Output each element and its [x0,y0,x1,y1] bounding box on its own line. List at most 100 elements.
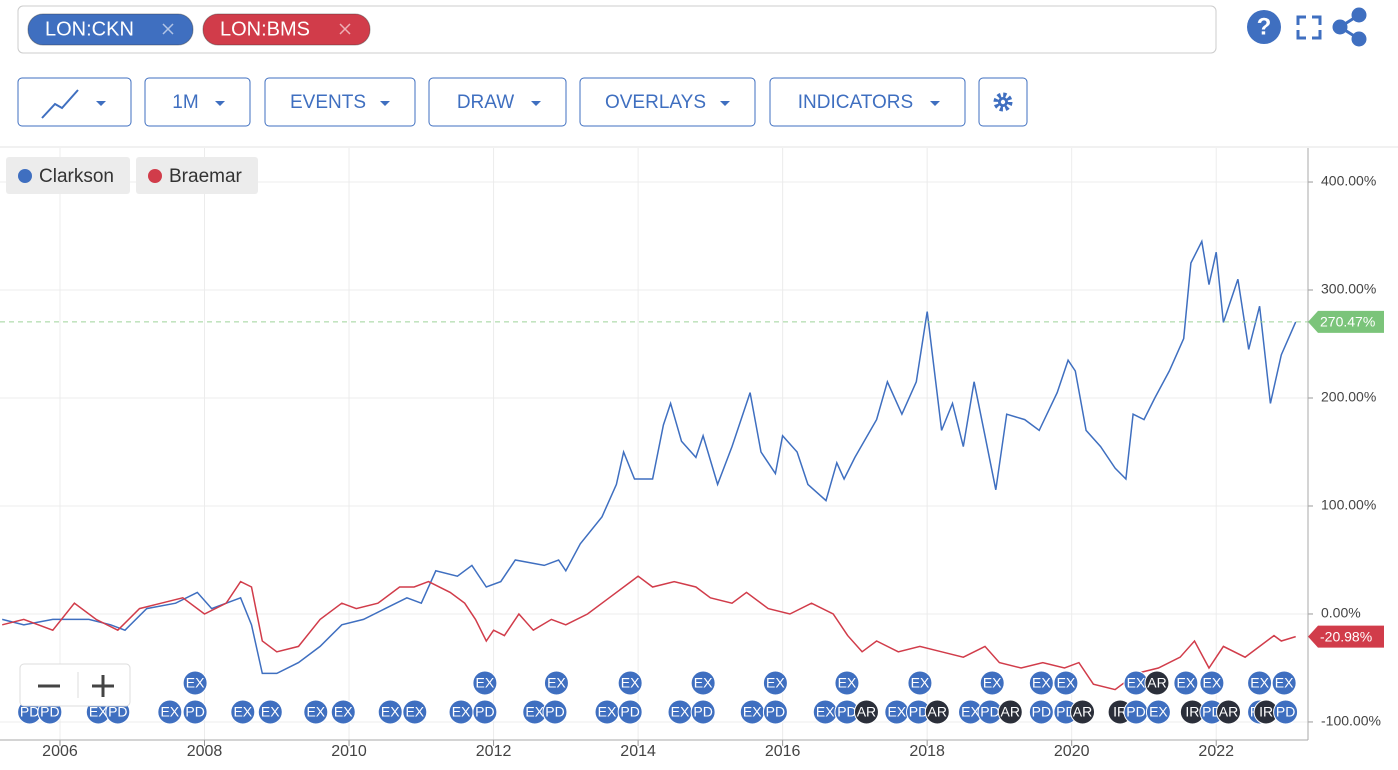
event-marker [1216,699,1242,725]
event-badge[interactable]: EX [812,699,838,725]
event-badge[interactable]: EX [1173,670,1199,696]
event-badge[interactable]: IR [1179,699,1205,725]
event-badge[interactable]: PD [182,699,208,725]
help-icon[interactable]: ? [1247,10,1281,44]
event-badge[interactable]: EX [1123,670,1149,696]
event-badge[interactable]: EX [834,670,860,696]
event-badge[interactable]: EX [907,670,933,696]
event-badge[interactable]: PD [1028,699,1054,725]
zoom-in[interactable] [92,675,114,697]
event-badge[interactable]: EX [1271,670,1297,696]
event-badge[interactable]: EX [257,699,283,725]
event-badge[interactable]: EX [543,670,569,696]
chip-close[interactable] [339,23,351,35]
event-marker [1273,699,1299,725]
event-badge[interactable]: AR [997,699,1023,725]
event-badge[interactable]: PD [472,699,498,725]
caret [720,101,730,106]
event-label: EX [186,675,205,691]
event-badge[interactable]: EX [884,699,910,725]
event-label: EX [1057,675,1076,691]
event-badge[interactable]: EX [330,699,356,725]
caret [531,101,541,106]
search-box[interactable] [17,5,1217,54]
event-badge[interactable]: PD [542,699,568,725]
toolbar-button[interactable]: EVENTS [264,77,416,127]
event-badge[interactable]: EX [958,699,984,725]
ticker-chip[interactable]: LON:CKN [27,13,194,46]
event-badge[interactable]: PD [977,699,1003,725]
event-badge[interactable]: EX [1053,670,1079,696]
event-badge[interactable]: EX [448,699,474,725]
settings-button[interactable] [978,77,1028,127]
event-badge[interactable]: PD [1123,699,1149,725]
event-marker [853,699,879,725]
event-badge[interactable]: EX [617,670,643,696]
event-badge[interactable]: AR [1144,670,1170,696]
event-badge[interactable]: EX [303,699,329,725]
toolbar-button[interactable]: INDICATORS [769,77,966,127]
event-badge[interactable]: EX [594,699,620,725]
event-label: PD [20,704,39,720]
legend-item[interactable]: Braemar [136,157,258,194]
y-tick-label: 100.00% [1321,497,1376,513]
y-tick-label: 400.00% [1321,173,1376,189]
event-badge[interactable]: AR [924,699,950,725]
event-label: AR [1219,704,1238,720]
event-label: AR [1073,704,1092,720]
event-badge[interactable]: EX [739,699,765,725]
event-label: PD [475,704,494,720]
event-badge[interactable]: EX [402,699,428,725]
event-label: EX [766,675,785,691]
event-badge[interactable]: AR [853,699,879,725]
event-badge[interactable]: EX [182,670,208,696]
event-badge[interactable]: EX [667,699,693,725]
event-label: EX [743,704,762,720]
event-badge[interactable]: EX [522,699,548,725]
event-marker [303,699,329,725]
event-marker [1070,699,1096,725]
toolbar-button[interactable]: DRAW [428,77,567,127]
event-marker [1199,670,1225,696]
event-badge[interactable]: EX [1028,670,1054,696]
event-badge[interactable]: EX [690,670,716,696]
event-badge[interactable]: PD [1273,699,1299,725]
button-bg [144,77,251,127]
event-badge[interactable]: PD [690,699,716,725]
event-badge[interactable]: AR [1070,699,1096,725]
legend-item[interactable]: Clarkson [6,157,130,194]
event-badge[interactable]: EX [762,670,788,696]
event-badge[interactable]: EX [230,699,256,725]
toolbar-button[interactable]: OVERLAYS [579,77,756,127]
event-label: EX [405,704,424,720]
event-badge[interactable]: PD [905,699,931,725]
ticker-chip[interactable]: LON:BMS [202,13,371,46]
event-badge[interactable]: EX [1247,670,1273,696]
button-bg [769,77,966,127]
event-badge[interactable]: PD [762,699,788,725]
y-tick-label: -100.00% [1321,713,1381,729]
event-badge[interactable]: EX [1145,699,1171,725]
event-marker [762,670,788,696]
event-badge[interactable]: AR [1216,699,1242,725]
event-label: EX [233,704,252,720]
event-label: PD [620,704,639,720]
event-badge[interactable]: EX [377,699,403,725]
event-label: EX [1127,675,1146,691]
chip-close[interactable] [162,23,174,35]
event-badge[interactable]: EX [157,699,183,725]
event-badge[interactable]: EX [979,670,1005,696]
event-badge[interactable]: EX [1199,670,1225,696]
badge-bg [1308,625,1384,648]
event-badge[interactable]: PD [834,699,860,725]
share-icon[interactable] [1332,7,1367,47]
event-marker [1028,670,1054,696]
toolbar-button[interactable]: 1M [144,77,251,127]
event-badge[interactable]: EX [472,670,498,696]
chart-type-button[interactable] [17,77,132,127]
event-label: EX [621,675,640,691]
event-label: EX [961,704,980,720]
fullscreen-icon[interactable] [1296,15,1322,40]
event-badge[interactable]: PD [617,699,643,725]
